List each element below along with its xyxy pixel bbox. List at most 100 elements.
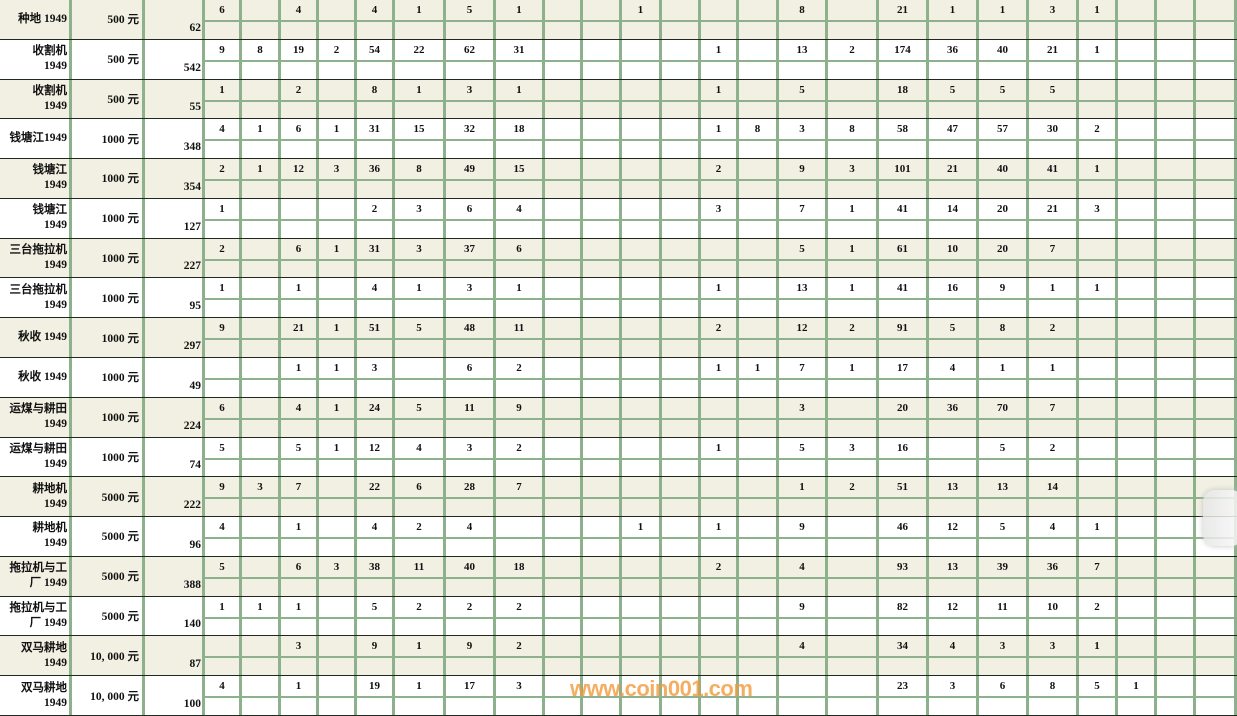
data-cell[interactable]: 54: [357, 39, 395, 79]
data-cell[interactable]: 28: [446, 477, 496, 517]
data-cell[interactable]: [662, 119, 701, 159]
denomination-cell[interactable]: 1000 元: [72, 159, 145, 198]
data-cell[interactable]: [662, 79, 701, 119]
data-cell[interactable]: 40: [979, 39, 1029, 79]
data-cell[interactable]: 1: [701, 79, 739, 119]
data-cell[interactable]: [1118, 278, 1157, 318]
total-cell[interactable]: 227: [145, 238, 205, 278]
data-cell[interactable]: 13: [779, 278, 828, 318]
data-cell[interactable]: [1196, 636, 1237, 676]
data-cell[interactable]: 18: [496, 119, 545, 159]
data-cell[interactable]: [739, 517, 779, 556]
data-cell[interactable]: 1: [281, 278, 319, 318]
data-cell[interactable]: [319, 636, 357, 676]
data-cell[interactable]: 2: [496, 636, 545, 676]
data-cell[interactable]: [281, 198, 319, 238]
data-cell[interactable]: 22: [357, 477, 395, 517]
data-cell[interactable]: 2: [496, 437, 545, 477]
data-cell[interactable]: 4: [929, 358, 979, 397]
data-cell[interactable]: 40: [979, 159, 1029, 198]
data-cell[interactable]: 9: [205, 477, 242, 517]
data-cell[interactable]: 1: [395, 0, 446, 39]
data-cell[interactable]: 1: [319, 318, 357, 357]
data-cell[interactable]: [545, 119, 583, 159]
data-cell[interactable]: 9: [205, 318, 242, 357]
data-cell[interactable]: [583, 636, 622, 676]
data-cell[interactable]: [1079, 318, 1118, 357]
data-cell[interactable]: 30: [1029, 119, 1079, 159]
data-cell[interactable]: [242, 198, 281, 238]
data-cell[interactable]: [1157, 358, 1196, 397]
data-cell[interactable]: [1157, 676, 1196, 715]
name-cell[interactable]: 钱塘江 1949: [0, 198, 72, 238]
data-cell[interactable]: 4: [779, 556, 828, 596]
data-cell[interactable]: 11: [446, 397, 496, 437]
name-cell[interactable]: 耕地机 1949: [0, 517, 72, 556]
data-cell[interactable]: 21: [1029, 198, 1079, 238]
data-cell[interactable]: [1079, 397, 1118, 437]
data-cell[interactable]: 20: [979, 198, 1029, 238]
data-cell[interactable]: [622, 318, 662, 357]
data-cell[interactable]: [583, 119, 622, 159]
data-cell[interactable]: 1: [496, 0, 545, 39]
denomination-cell[interactable]: 5000 元: [72, 517, 145, 556]
data-cell[interactable]: 19: [281, 39, 319, 79]
data-cell[interactable]: 1: [242, 119, 281, 159]
data-cell[interactable]: [662, 0, 701, 39]
data-cell[interactable]: [1118, 0, 1157, 39]
data-cell[interactable]: 3: [1079, 198, 1118, 238]
name-cell[interactable]: 三台拖拉机 1949: [0, 278, 72, 318]
denomination-cell[interactable]: 10, 000 元: [72, 676, 145, 715]
data-cell[interactable]: 4: [281, 397, 319, 437]
data-cell[interactable]: [828, 556, 879, 596]
data-cell[interactable]: [739, 278, 779, 318]
data-cell[interactable]: 1: [395, 278, 446, 318]
data-cell[interactable]: [545, 159, 583, 198]
data-cell[interactable]: [739, 318, 779, 357]
data-cell[interactable]: [583, 198, 622, 238]
data-cell[interactable]: 3: [828, 159, 879, 198]
data-cell[interactable]: 1: [281, 358, 319, 397]
data-cell[interactable]: 3: [319, 159, 357, 198]
data-cell[interactable]: 6: [446, 358, 496, 397]
data-cell[interactable]: 6: [281, 556, 319, 596]
data-cell[interactable]: [1157, 477, 1196, 517]
data-cell[interactable]: [395, 358, 446, 397]
data-cell[interactable]: 12: [357, 437, 395, 477]
data-cell[interactable]: 2: [828, 318, 879, 357]
data-cell[interactable]: [622, 358, 662, 397]
data-cell[interactable]: [1157, 397, 1196, 437]
data-cell[interactable]: 4: [205, 517, 242, 556]
data-cell[interactable]: 1: [1079, 39, 1118, 79]
name-cell[interactable]: 钱塘江 1949: [0, 159, 72, 198]
data-cell[interactable]: 37: [446, 238, 496, 278]
data-cell[interactable]: [1196, 397, 1237, 437]
data-cell[interactable]: 4: [779, 636, 828, 676]
data-cell[interactable]: 5: [281, 437, 319, 477]
data-cell[interactable]: 1: [1118, 676, 1157, 715]
data-cell[interactable]: 174: [879, 39, 929, 79]
data-cell[interactable]: 3: [929, 676, 979, 715]
data-cell[interactable]: [779, 676, 828, 715]
data-cell[interactable]: 1: [1079, 517, 1118, 556]
data-cell[interactable]: 11: [395, 556, 446, 596]
data-cell[interactable]: [1157, 278, 1196, 318]
data-cell[interactable]: 1: [319, 119, 357, 159]
data-cell[interactable]: [1157, 517, 1196, 556]
data-cell[interactable]: [545, 39, 583, 79]
data-cell[interactable]: [319, 477, 357, 517]
data-cell[interactable]: [1196, 278, 1237, 318]
data-cell[interactable]: [1196, 556, 1237, 596]
data-cell[interactable]: 40: [446, 556, 496, 596]
data-cell[interactable]: 2: [701, 318, 739, 357]
data-cell[interactable]: [662, 437, 701, 477]
data-cell[interactable]: 36: [929, 397, 979, 437]
data-cell[interactable]: 51: [357, 318, 395, 357]
data-cell[interactable]: [622, 477, 662, 517]
total-cell[interactable]: 87: [145, 636, 205, 676]
total-cell[interactable]: 542: [145, 39, 205, 79]
data-cell[interactable]: [583, 278, 622, 318]
total-cell[interactable]: 348: [145, 119, 205, 159]
data-cell[interactable]: 41: [1029, 159, 1079, 198]
data-cell[interactable]: 13: [929, 556, 979, 596]
